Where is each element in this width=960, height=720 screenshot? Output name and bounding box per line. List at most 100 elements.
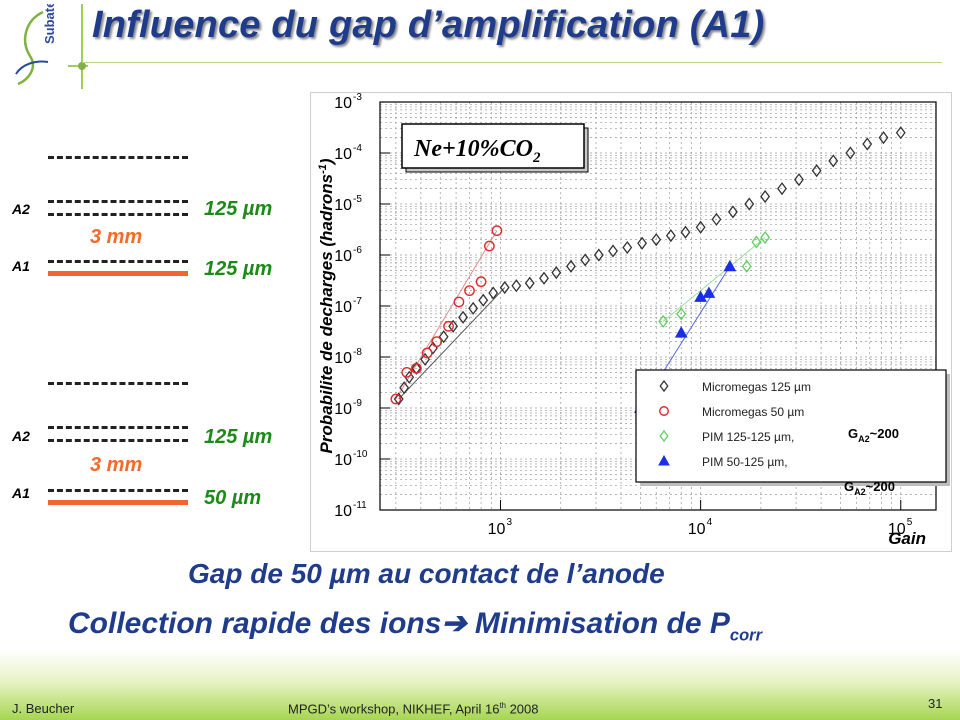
y-tick-label: 10 <box>334 299 352 316</box>
legend-marker <box>659 406 669 416</box>
x-tick-label: 10 <box>688 521 706 538</box>
label-a2-bottom: A2 <box>12 428 30 444</box>
data-point <box>411 361 422 375</box>
a2-gap-bottom: 125 µm <box>204 426 273 448</box>
y-axis-label: Probabilite de decharges (hadrons-1) <box>317 158 336 453</box>
data-point <box>878 131 889 145</box>
label-a1-bottom: A1 <box>12 485 30 501</box>
y-tick-label: 10 <box>334 452 352 469</box>
data-point <box>760 189 771 204</box>
data-point <box>539 271 549 285</box>
legend-entry-label: PIM 50-125 µm, <box>702 455 788 469</box>
y-tick-label: 10 <box>334 350 352 367</box>
data-point <box>404 370 415 384</box>
y-tick-label: 10 <box>334 503 352 520</box>
chart-title-background <box>401 123 585 169</box>
data-point <box>760 230 771 245</box>
page-number: 31 <box>928 696 943 711</box>
legend-marker <box>658 454 670 466</box>
data-point <box>411 362 422 374</box>
data-point <box>390 393 402 405</box>
series-2 <box>390 225 503 405</box>
data-point <box>524 276 535 290</box>
data-point <box>580 253 591 267</box>
data-point <box>608 244 618 258</box>
legend-gain-label: GA2~200 <box>848 426 899 444</box>
chart-title-box: Ne+10%CO2 <box>401 123 589 173</box>
conclusion-line-2: Collection rapide des ions➔ Minimisation… <box>68 606 762 645</box>
footer-author: J. Beucher <box>12 701 75 716</box>
legend-background <box>635 369 947 483</box>
data-point <box>702 286 716 298</box>
y-tick-exponent: -7 <box>353 296 362 307</box>
data-point <box>511 279 522 293</box>
data-point <box>401 366 413 378</box>
mesh-drift-top <box>48 156 188 159</box>
mesh-a2-upper-top <box>48 200 188 203</box>
data-point <box>828 154 839 168</box>
conclusion-line-2-sub: corr <box>729 626 763 645</box>
data-point <box>438 330 449 344</box>
data-point <box>399 381 410 395</box>
data-point <box>566 259 576 273</box>
drift-gap-bottom: 3 mm <box>90 454 143 476</box>
legend-entry-label: PIM 125-125 µm, <box>702 430 794 444</box>
data-point <box>651 233 662 247</box>
x-tick-exponent: 4 <box>707 517 713 528</box>
data-point <box>680 225 691 239</box>
label-a1-top: A1 <box>12 258 30 274</box>
data-point <box>448 319 459 333</box>
logo-text: Subatech <box>42 4 57 44</box>
data-point <box>695 220 706 234</box>
y-tick-exponent: -6 <box>353 245 362 256</box>
legend-marker <box>659 429 669 443</box>
data-point <box>475 276 487 288</box>
legend-entry-label: Micromegas 125 µm <box>702 380 811 394</box>
data-point <box>393 392 404 406</box>
fit-line <box>398 287 506 400</box>
y-tick-label: 10 <box>334 197 352 214</box>
data-point <box>777 182 787 196</box>
y-tick-exponent: -5 <box>353 194 362 205</box>
x-tick-exponent: 5 <box>907 517 913 528</box>
data-point <box>741 259 752 273</box>
legend-entry-label: Micromegas 50 µm <box>702 405 804 419</box>
data-point <box>491 225 503 237</box>
discharge-probability-chart: 10-310-410-510-610-710-810-910-1010-1110… <box>317 92 950 548</box>
footer-band <box>0 650 960 720</box>
series-3 <box>658 230 771 328</box>
mesh-a1-bottom <box>48 489 188 492</box>
conclusion-line-2-a: Collection rapide des ions <box>68 607 442 640</box>
a2-gap-top: 125 µm <box>204 198 273 220</box>
y-tick-exponent: -3 <box>353 92 362 103</box>
y-tick-exponent: -4 <box>353 143 362 154</box>
arrow-icon: ➔ <box>441 607 467 640</box>
data-point <box>443 320 454 332</box>
y-tick-exponent: -11 <box>353 500 367 511</box>
drift-gap-top: 3 mm <box>90 226 143 248</box>
x-tick-exponent: 3 <box>506 517 512 528</box>
data-point <box>488 286 499 300</box>
legend-gain-label: GA2~200 <box>844 479 895 497</box>
footer-event: MPGD’s workshop, NIKHEF, April 16th 2008 <box>288 701 539 716</box>
data-point <box>484 240 495 252</box>
footer-event-sup: th <box>499 701 506 710</box>
data-point <box>665 229 676 243</box>
y-tick-label: 10 <box>334 95 352 112</box>
chart-legend: Micromegas 125 µm Micromegas 50 µm PIM 125… <box>635 369 950 497</box>
series-1 <box>393 126 906 406</box>
data-point <box>458 310 468 324</box>
y-tick-label: 10 <box>334 146 352 163</box>
slide-title: Influence du gap d’amplification (A1) <box>92 4 765 46</box>
data-point <box>478 293 489 307</box>
data-point <box>845 146 856 160</box>
x-tick-label: 10 <box>888 521 906 538</box>
y-tick-exponent: -10 <box>353 449 368 460</box>
fit-line <box>662 237 766 322</box>
a1-gap-bottom: 50 µm <box>204 487 262 509</box>
data-point <box>723 259 737 272</box>
anode-bottom <box>48 500 188 505</box>
anode-top <box>48 271 188 276</box>
mesh-a2-lower-top <box>48 213 188 216</box>
data-point <box>593 248 604 262</box>
